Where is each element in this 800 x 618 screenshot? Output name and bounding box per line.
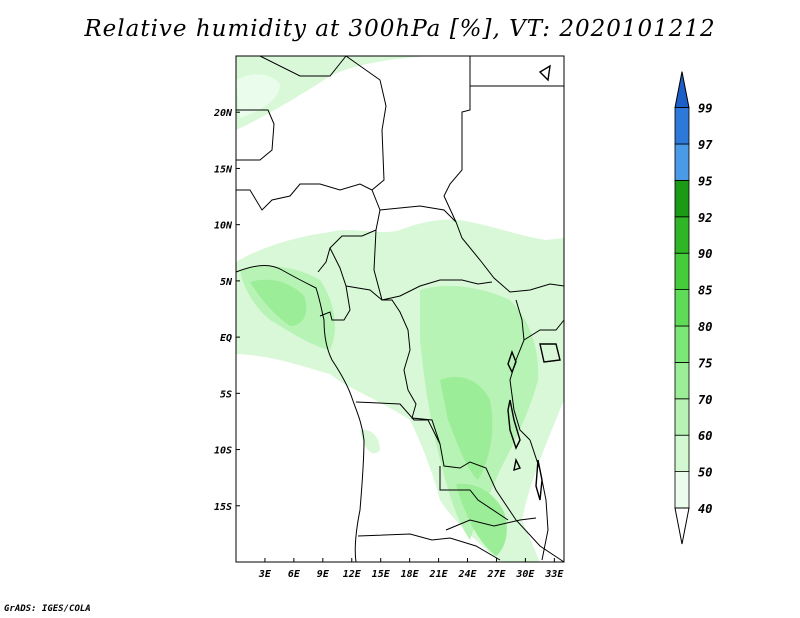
border-zimbabwe: [445, 517, 537, 531]
y-tick-label: 5S: [220, 389, 232, 400]
plot-frame: [235, 55, 565, 563]
colorbar-label: 75: [698, 356, 712, 370]
lakes: [507, 64, 561, 501]
border-angola-drc: [355, 401, 441, 445]
x-tick-label: 27E: [486, 569, 506, 580]
shade-northwest: [236, 74, 280, 118]
x-tick-label: 9E: [317, 569, 330, 580]
colorbar-swatch: [674, 289, 690, 327]
colorbar-swatch: [674, 143, 690, 181]
x-tick-label: 33E: [544, 569, 564, 580]
border-cameroon: [319, 247, 351, 321]
lake-mweru: [513, 457, 521, 472]
lake-albert: [507, 349, 517, 374]
y-tick-label: 5N: [220, 277, 233, 288]
colorbar-label: 92: [698, 211, 712, 225]
colorbar-label: 85: [698, 284, 712, 298]
colorbar-swatch: [674, 471, 690, 509]
coastline: [235, 265, 365, 563]
colorbar-label: 70: [698, 393, 712, 407]
colorbar-label: 90: [698, 247, 712, 261]
lake-victoria: [539, 343, 561, 363]
border-uganda: [523, 319, 565, 341]
colorbar-swatch: [674, 179, 690, 218]
colorbar-swatch: [674, 325, 690, 363]
colorbar-label: 40: [698, 502, 712, 516]
border-niger-chad: [345, 55, 387, 191]
border-car-south: [373, 229, 493, 301]
y-tick-label: 20N: [213, 108, 233, 119]
border-nigeria: [236, 183, 381, 273]
colorbar: 40 50 60 70 75 80 85 90 92 95 97 99: [674, 71, 713, 545]
colorbar-top-arrow: [674, 71, 690, 109]
x-tick-label: 30E: [515, 569, 535, 580]
lake-nasser: [538, 64, 551, 82]
colorbar-label: 99: [698, 102, 712, 116]
lake-tanganyika: [507, 399, 521, 450]
border-mali: [236, 109, 275, 161]
shade-north: [236, 56, 430, 130]
border-chad-car: [379, 205, 565, 293]
colorbar-label: 95: [698, 174, 712, 188]
colorbar-swatch: [674, 107, 690, 145]
colorbar-swatch: [674, 252, 690, 290]
y-tick-label: EQ: [220, 333, 232, 344]
x-tick-label: 24E: [457, 569, 477, 580]
x-tick-label: 12E: [343, 569, 362, 580]
x-axis: 3E 6E 9E 12E 15E 18E 21E 24E 27E 30E 33E: [258, 558, 564, 580]
lake-malawi: [535, 459, 543, 501]
humidity-field: [236, 56, 564, 562]
y-tick-label: 15S: [214, 502, 232, 513]
x-tick-label: 6E: [288, 569, 301, 580]
x-tick-label: 15E: [372, 569, 391, 580]
x-tick-label: 18E: [401, 569, 420, 580]
y-tick-label: 10S: [214, 446, 232, 457]
border-malawi: [529, 439, 549, 561]
y-tick-label: 15N: [214, 164, 233, 175]
colorbar-swatch: [674, 361, 690, 400]
shade-core-2: [440, 376, 493, 480]
colorbar-swatch: [674, 216, 690, 254]
shade-core-3: [456, 483, 507, 556]
y-tick-label: 10N: [214, 221, 233, 232]
colorbar-bottom-arrow: [674, 507, 690, 545]
credit-text: GrADS: IGES/COLA: [4, 604, 91, 614]
shade-angola: [360, 429, 380, 454]
border-namibia: [357, 533, 501, 561]
colorbar-swatch: [674, 434, 690, 473]
x-tick-label: 21E: [429, 569, 449, 580]
y-axis: 20N 15N 10N 5N EQ 5S 10S 15S: [213, 108, 240, 513]
border-libya-sudan: [443, 56, 471, 223]
border-zambia: [439, 466, 509, 521]
colorbar-label: 80: [698, 320, 712, 334]
colorbar-label: 60: [698, 429, 712, 443]
shade-core-1: [250, 279, 307, 326]
colorbar-label: 50: [698, 466, 712, 480]
x-tick-label: 3E: [258, 569, 272, 580]
borders: [235, 55, 565, 563]
colorbar-swatch: [674, 398, 690, 436]
map-title: Relative humidity at 300hPa [%], VT: 202…: [84, 16, 716, 42]
colorbar-label: 97: [698, 138, 713, 152]
